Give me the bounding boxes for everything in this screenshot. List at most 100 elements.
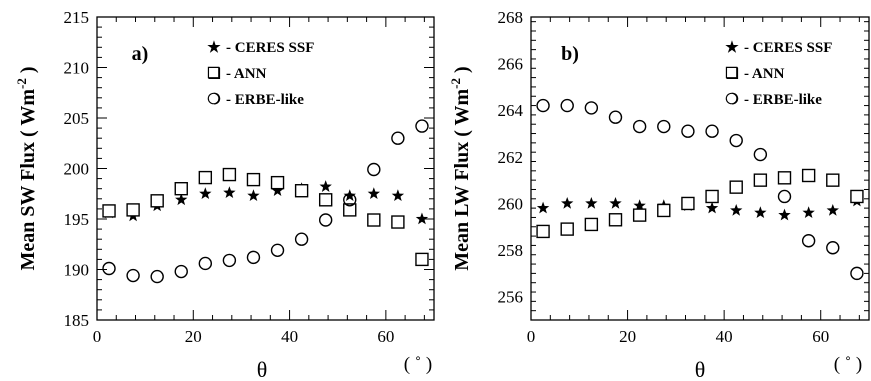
y-tick-label: 185 [64, 311, 90, 330]
y-tick-label: 205 [64, 109, 90, 128]
y-tick-label: 195 [64, 210, 90, 229]
ann-point [729, 180, 743, 194]
ann-point [584, 217, 599, 232]
erbe-like-point [391, 131, 405, 145]
ceres-ssf-point [199, 187, 212, 200]
x-axis-unit: ( ˚ ) [404, 354, 432, 375]
ceres-ssf-point [633, 199, 646, 212]
ceres-ssf-point [730, 203, 743, 216]
ann-point [536, 224, 550, 239]
plot-frame [530, 16, 870, 321]
legend-label-1: - CERES SSF [744, 40, 832, 56]
erbe-like-point [729, 133, 743, 148]
y-tick-label: 268 [498, 8, 524, 27]
erbe-like-point [198, 256, 213, 271]
ann-point [705, 189, 719, 204]
ceres-ssf-point [247, 189, 260, 202]
ann-point [343, 203, 357, 217]
x-axis-label: θ [257, 357, 268, 381]
x-tick-label: 40 [716, 327, 733, 346]
erbe-like-point [174, 264, 188, 279]
legend-symbol-3: ❍ [725, 92, 738, 108]
ann-point [608, 213, 623, 227]
ann-point [560, 222, 574, 236]
erbe-like-point [102, 261, 116, 276]
x-tick-label: 0 [93, 327, 102, 346]
ceres-ssf-point [705, 201, 719, 214]
legend-label-3: - ERBE-like [226, 92, 304, 108]
erbe-like-point [705, 124, 719, 138]
ann-point [777, 171, 792, 185]
legend-symbol-2: ❑ [207, 66, 220, 82]
ceres-ssf-point [367, 187, 380, 200]
ceres-ssf-point [826, 203, 839, 216]
ceres-ssf-point [391, 189, 405, 202]
ann-point [126, 203, 140, 217]
erbe-like-point [222, 253, 237, 268]
legend-label-3: - ERBE-like [744, 92, 822, 108]
erbe-like-point [777, 189, 792, 204]
ann-point [246, 172, 261, 187]
ceres-ssf-point [778, 208, 791, 221]
ceres-ssf-point [802, 206, 815, 219]
ann-point [367, 213, 381, 227]
ann-point [174, 181, 188, 196]
ann-point [850, 189, 864, 204]
erbe-like-point [632, 119, 647, 134]
ann-point [198, 170, 213, 185]
panel-label: a) [132, 43, 149, 65]
ann-point [657, 203, 671, 218]
erbe-like-point [850, 266, 864, 281]
y-tick-label: 215 [64, 8, 90, 27]
x-tick-label: 60 [812, 327, 829, 346]
erbe-like-point [536, 98, 550, 113]
chart-panel-b: 256 258 260 262 264 266 268 0 20 40 60 Mean LW Flux… [448, 8, 870, 381]
y-axis-label: Mean SW Flux ( Wm-2 ) [14, 66, 39, 270]
ann-point [222, 167, 237, 182]
ann-point [632, 208, 647, 222]
ann-point [681, 196, 695, 211]
erbe-like-point [415, 119, 429, 133]
ann-point [415, 252, 429, 267]
ceres-ssf-point [223, 186, 236, 198]
ann-point [826, 173, 840, 187]
x-axis-unit: ( ˚ ) [834, 354, 862, 375]
x-axis-label: θ [695, 357, 706, 381]
x-tick-label: 0 [527, 327, 536, 346]
legend-symbol-1: ★ [207, 40, 221, 56]
legend-symbol-3: ❍ [207, 92, 220, 108]
ann-point [150, 194, 164, 208]
ceres-ssf-point [271, 184, 284, 196]
erbe-like-point [560, 98, 574, 113]
ann-point [294, 184, 309, 198]
y-axis-label: Mean LW Flux ( Wm-2 ) [448, 66, 473, 270]
ceres-ssf-point [609, 196, 622, 209]
y-tick-label: 258 [498, 241, 524, 260]
x-tick-label: 60 [377, 327, 394, 346]
legend-symbol-2: ❑ [725, 66, 738, 82]
legend-label-2: - ANN [226, 66, 267, 82]
y-tick-label: 266 [498, 55, 524, 74]
ceres-ssf-point [754, 206, 767, 219]
ann-point [801, 168, 816, 183]
erbe-like-point [608, 110, 623, 124]
x-tick-label: 20 [185, 327, 202, 346]
ceres-ssf-point [319, 180, 332, 192]
ann-point [270, 175, 285, 190]
y-tick-label: 210 [64, 59, 90, 78]
erbe-like-point [657, 119, 671, 134]
erbe-like-point [753, 147, 768, 162]
ceres-ssf-point [585, 196, 598, 209]
erbe-like-point [294, 232, 309, 246]
y-tick-label: 264 [498, 101, 524, 120]
ceres-ssf-point [415, 212, 429, 225]
erbe-like-point [270, 243, 285, 258]
chart-panel-a: 185 190 195 200 205 210 215 0 20 40 60 Mean SW Flux… [14, 8, 435, 381]
erbe-like-point [801, 234, 816, 248]
ceres-ssf-point [343, 189, 356, 202]
y-tick-label: 200 [64, 160, 90, 179]
y-tick-label: 262 [498, 148, 524, 167]
y-tick-label: 256 [498, 288, 524, 307]
erbe-like-point [681, 124, 695, 138]
ann-point [391, 215, 405, 229]
